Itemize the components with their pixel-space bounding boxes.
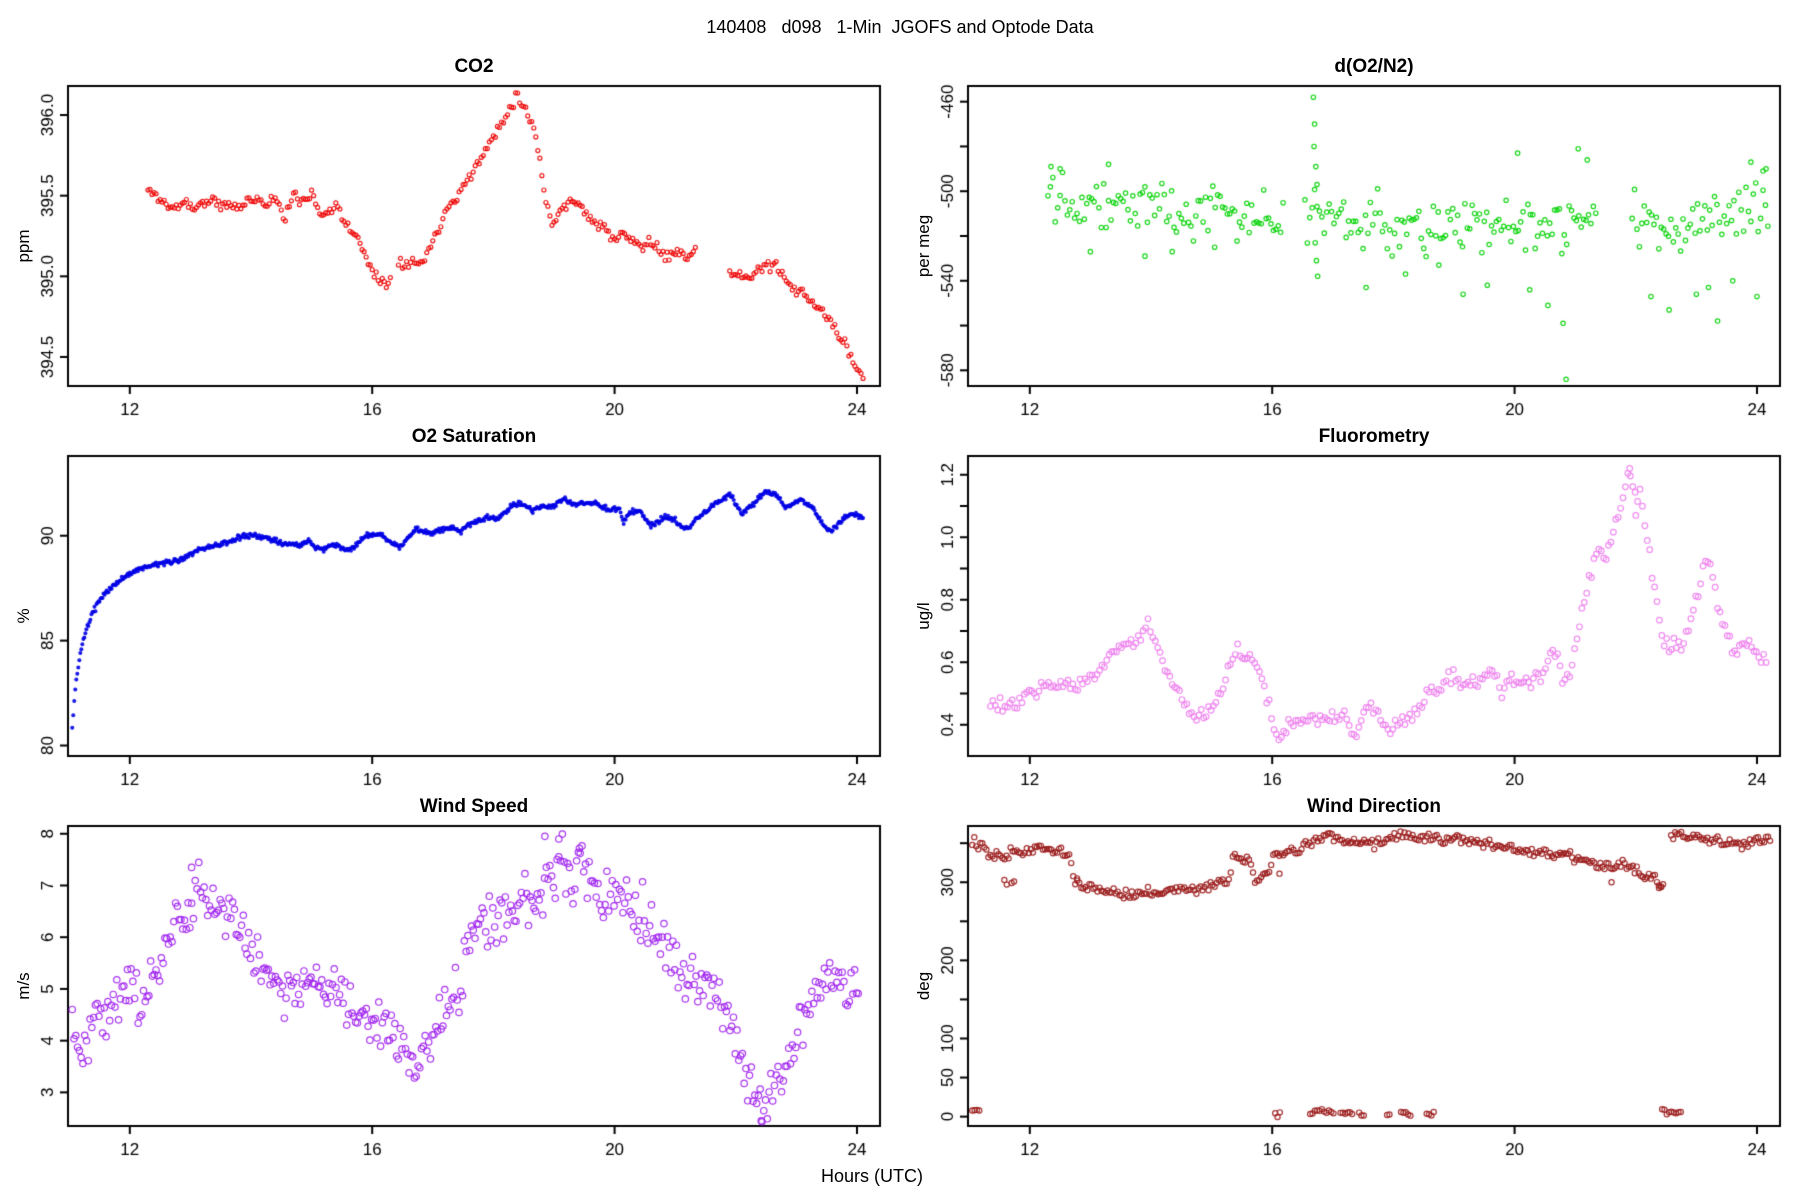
wind-speed-plot-canvas — [10, 820, 890, 1165]
panel-co2: CO2 ppm — [10, 54, 890, 425]
panel-fluorometry: Fluorometry ug/l — [910, 424, 1790, 795]
panel-title: Wind Direction — [1307, 796, 1441, 818]
x-axis-label: Hours (UTC) — [821, 1166, 923, 1187]
fluorometry-plot-canvas — [910, 450, 1790, 795]
co2-plot-canvas — [10, 80, 890, 425]
do2n2-plot-canvas — [910, 80, 1790, 425]
main-title: 140408 d098 1-Min JGOFS and Optode Data — [706, 17, 1094, 38]
panel-title: Wind Speed — [419, 796, 529, 818]
panel-title: O2 Saturation — [411, 426, 537, 448]
wind-direction-plot-canvas — [910, 820, 1790, 1165]
panel-grid: CO2 ppm d(O2/N2) per meg O2 Saturation %… — [0, 54, 1800, 1165]
panel-wind-speed: Wind Speed m/s — [10, 794, 890, 1165]
panel-title: d(O2/N2) — [1334, 56, 1414, 78]
panel-wind-direction: Wind Direction deg — [910, 794, 1790, 1165]
panel-o2-saturation: O2 Saturation % — [10, 424, 890, 795]
o2-saturation-plot-canvas — [10, 450, 890, 795]
panel-do2n2: d(O2/N2) per meg — [910, 54, 1790, 425]
panel-title: Fluorometry — [1318, 426, 1430, 448]
panel-title: CO2 — [454, 56, 494, 78]
